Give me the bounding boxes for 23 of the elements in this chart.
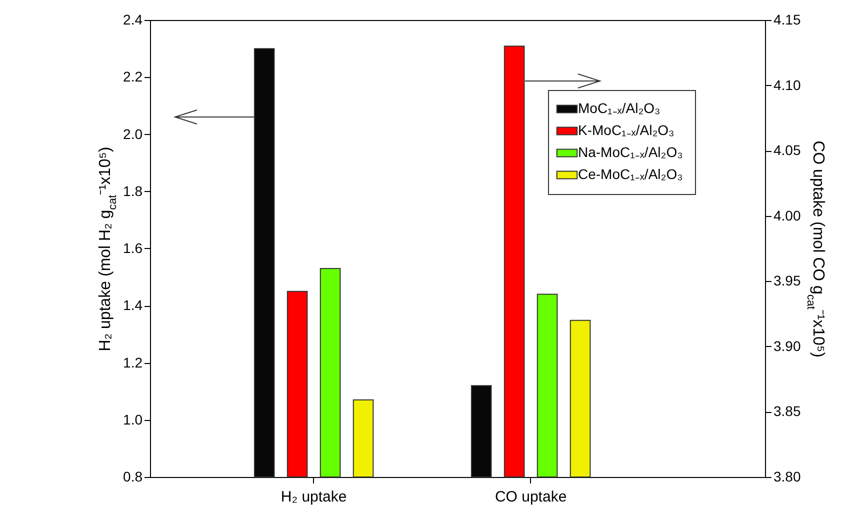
y-tick-label: 2.4 bbox=[123, 12, 143, 28]
y-tick-label: 1.0 bbox=[123, 411, 143, 428]
y-tick-label: 1.8 bbox=[123, 182, 143, 199]
y-tick-label: 2.2 bbox=[123, 68, 143, 85]
y2-tick-label: 3.85 bbox=[774, 403, 801, 420]
legend-label: K-MoC₁₋ₓ/Al₂O₃ bbox=[578, 122, 674, 138]
y2-tick-label: 3.90 bbox=[774, 338, 801, 354]
y-tick-label: 2.0 bbox=[123, 126, 143, 142]
legend-label: Na-MoC₁₋ₓ/Al₂O₃ bbox=[578, 144, 683, 160]
x-tick-label: H₂ uptake bbox=[280, 488, 347, 506]
y2-tick-label: 3.95 bbox=[774, 272, 801, 289]
y2-tick-label: 4.05 bbox=[774, 142, 801, 158]
y-tick-label: 1.2 bbox=[123, 354, 143, 370]
y2-tick-label: 4.15 bbox=[774, 12, 801, 28]
y-tick-label: 0.8 bbox=[123, 468, 143, 484]
x-tick-label: CO uptake bbox=[494, 488, 567, 506]
y2-tick-label: 3.80 bbox=[774, 468, 801, 484]
legend-label: MoC₁₋ₓ/Al₂O₃ bbox=[578, 100, 660, 116]
y2-tick-label: 4.00 bbox=[774, 207, 801, 224]
y2-tick-label: 4.10 bbox=[774, 76, 801, 93]
y-tick-label: 1.4 bbox=[123, 297, 143, 314]
y-tick-label: 1.6 bbox=[123, 240, 143, 256]
legend-label: Ce-MoC₁₋ₓ/Al₂O₃ bbox=[578, 166, 683, 182]
